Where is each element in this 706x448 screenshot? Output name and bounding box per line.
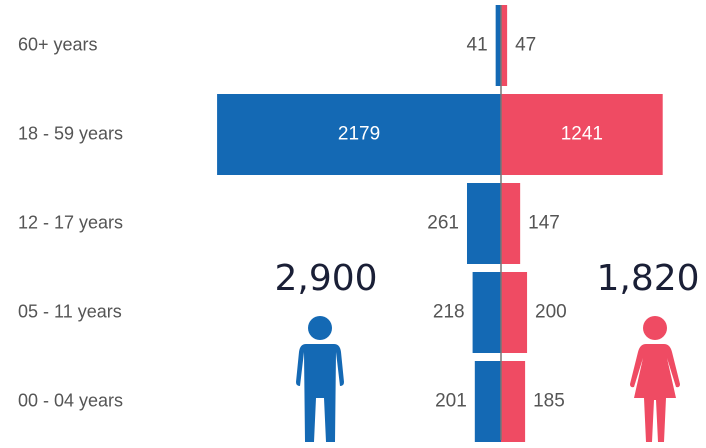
category-label: 00 - 04 years	[18, 390, 123, 410]
male-bar	[217, 94, 501, 175]
female-bar	[501, 94, 663, 175]
category-label: 18 - 59 years	[18, 123, 123, 143]
female-bar	[501, 361, 526, 442]
value-label: 218	[433, 302, 465, 323]
male-bar	[472, 272, 501, 353]
value-label: 2179	[338, 124, 380, 145]
value-label: 201	[435, 391, 467, 412]
value-label: 185	[533, 391, 565, 412]
female-icon	[630, 316, 680, 442]
value-label: 147	[528, 213, 560, 234]
female-bar	[501, 272, 528, 353]
value-label: 200	[535, 302, 567, 323]
category-label: 60+ years	[18, 34, 98, 54]
category-label: 12 - 17 years	[18, 212, 123, 232]
female-bar	[501, 183, 521, 264]
value-label: 1241	[561, 124, 603, 145]
female-bar	[501, 5, 508, 86]
male-bar	[466, 183, 501, 264]
value-label: 261	[427, 213, 459, 234]
category-label: 05 - 11 years	[18, 301, 122, 321]
male-bar	[474, 361, 501, 442]
value-label: 41	[467, 35, 488, 56]
male-bar	[495, 5, 501, 86]
female-total: 1,820	[596, 258, 699, 299]
male-icon	[296, 316, 344, 442]
value-label: 47	[515, 35, 536, 56]
male-total: 2,900	[274, 258, 377, 299]
